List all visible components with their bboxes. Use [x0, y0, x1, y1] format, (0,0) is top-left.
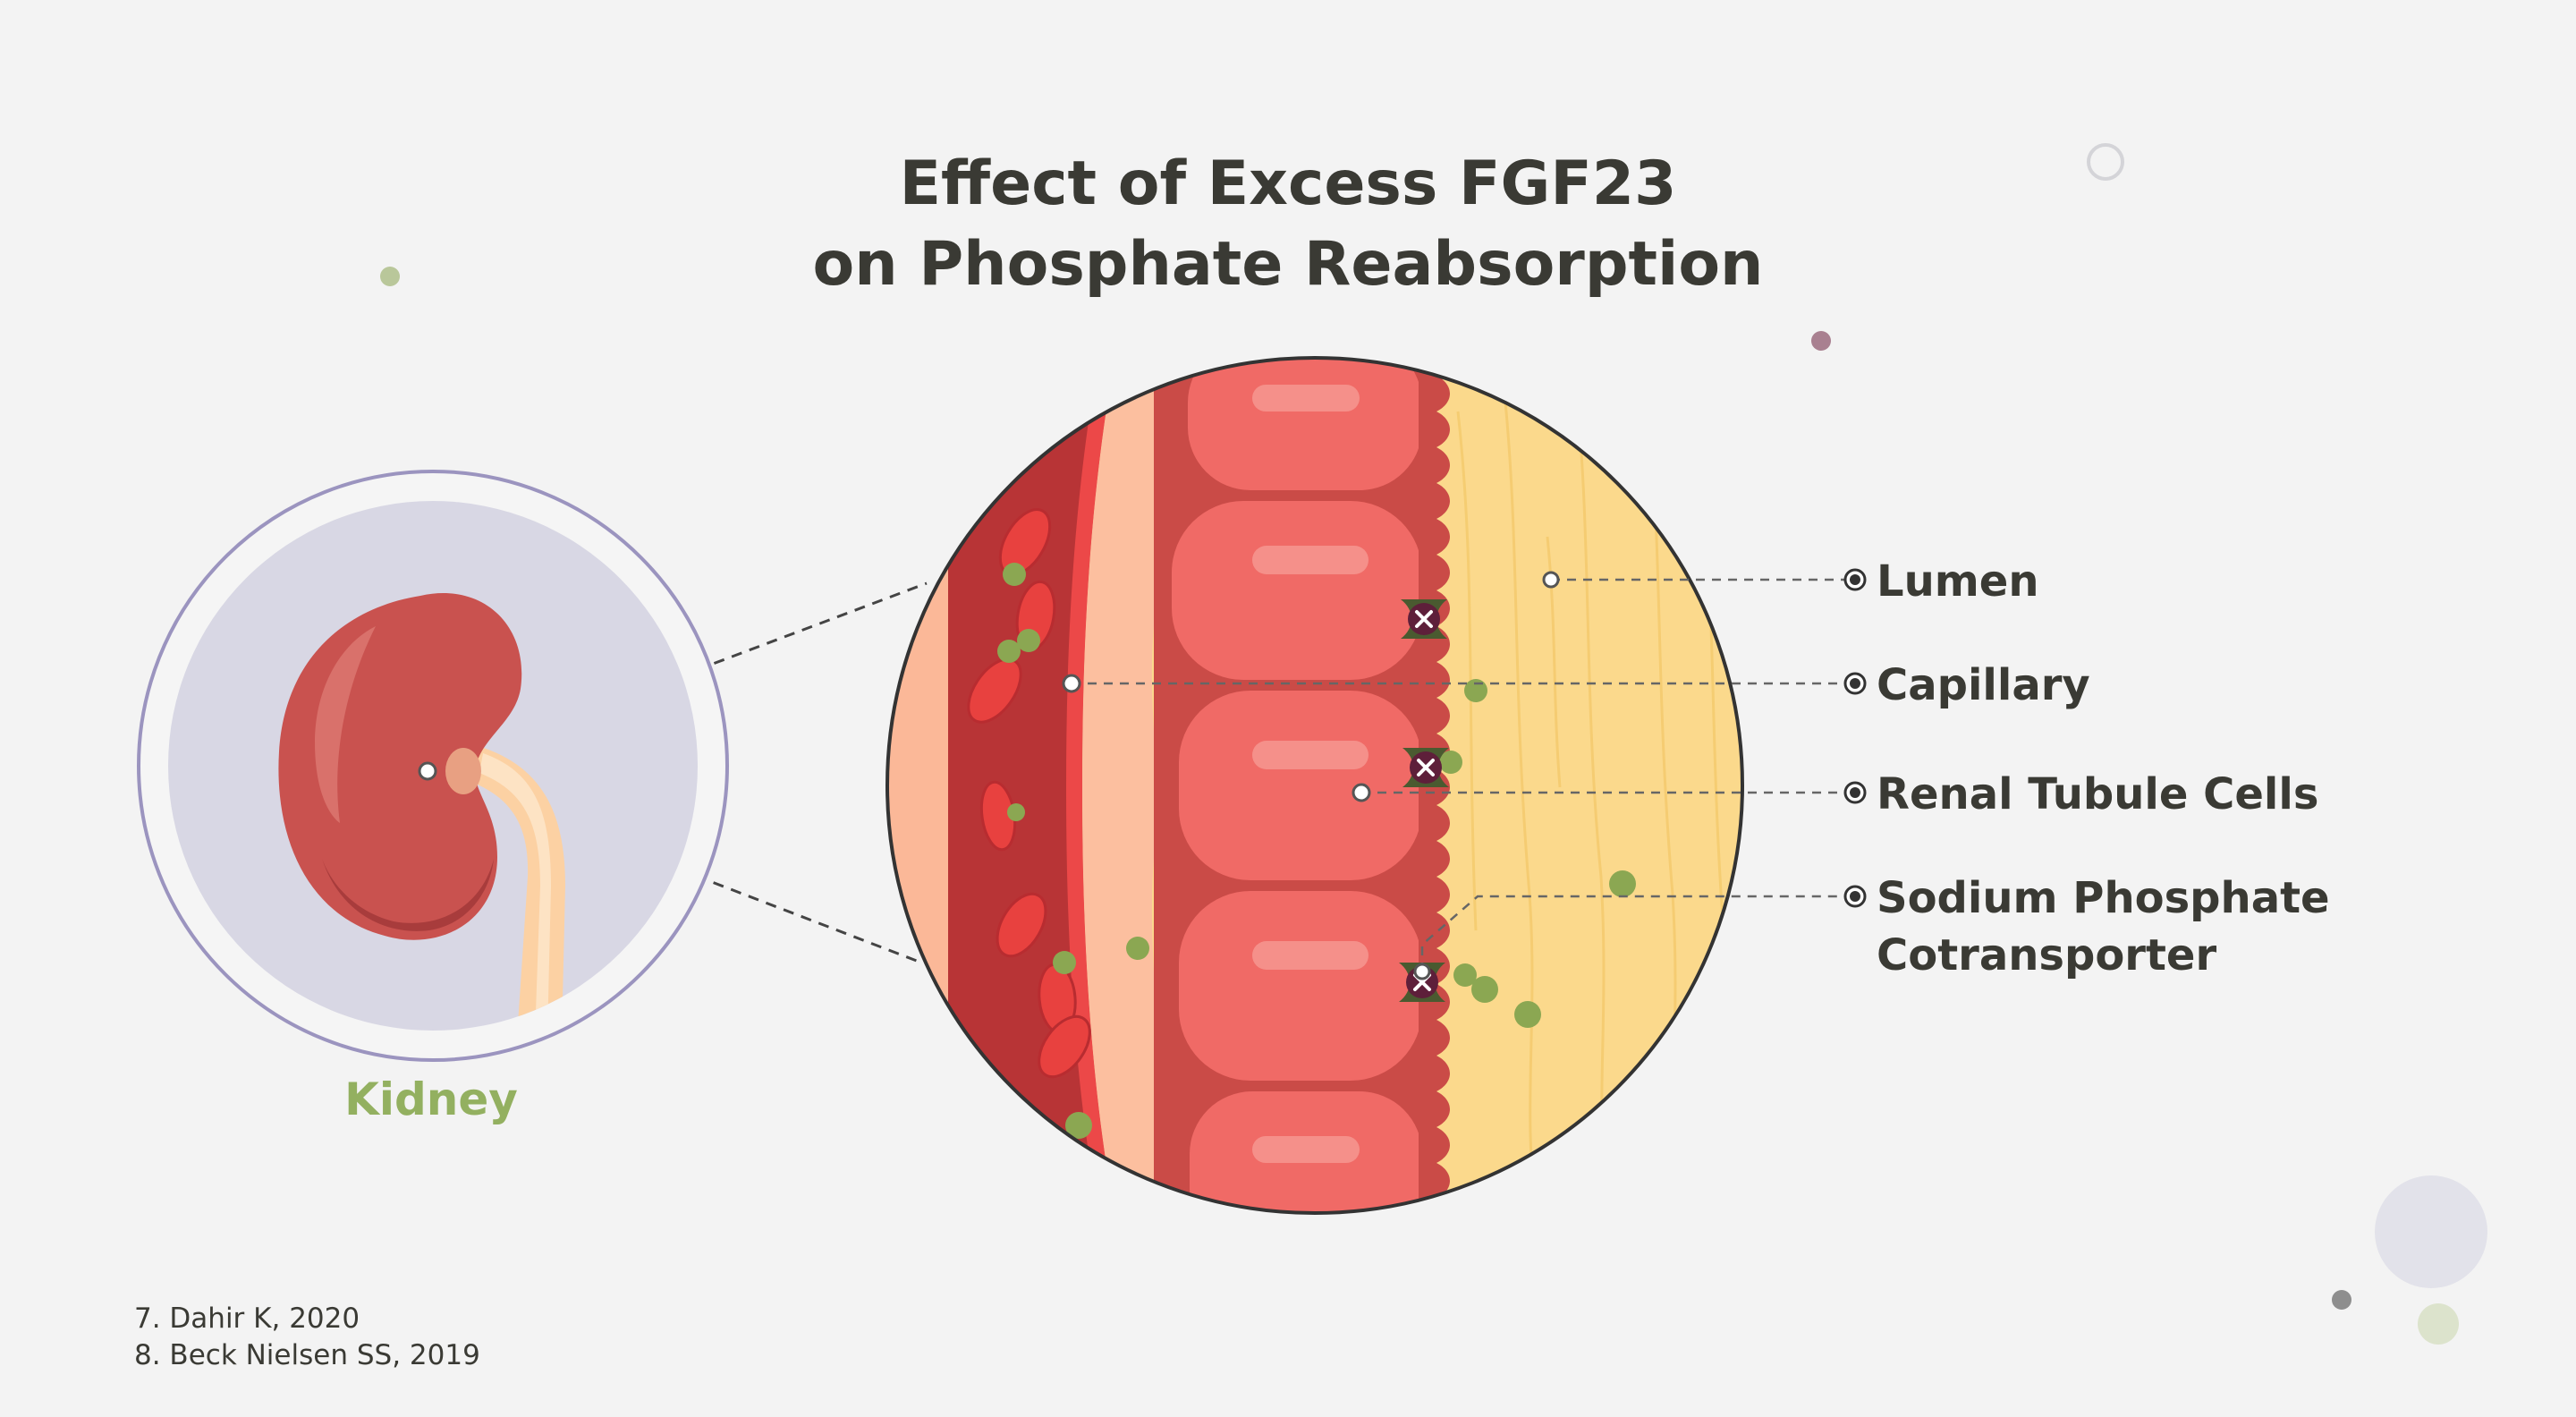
kidney-highlight — [315, 626, 376, 823]
title-line-2: on Phosphate Reabsorption — [813, 229, 1764, 300]
decor-dot — [2332, 1290, 2351, 1310]
x-icon — [1417, 759, 1435, 776]
phosphate-particle — [1065, 1112, 1092, 1139]
phosphate-particle — [997, 640, 1021, 663]
tubule-cell — [1179, 691, 1422, 880]
red-blood-cell — [996, 892, 1047, 958]
decor-dot — [2375, 1175, 2487, 1288]
label-cotransporter-line-1: Sodium Phosphate — [1877, 873, 2330, 923]
kidney-marker-icon — [418, 761, 437, 781]
kidney-lower-lobe — [322, 859, 494, 931]
dot-icon — [1542, 571, 1560, 589]
red-blood-cell — [967, 658, 1022, 724]
kidney-hilum — [445, 748, 481, 794]
decorative-dots — [380, 143, 2487, 1345]
dot-icon — [1843, 672, 1867, 695]
red-blood-cell — [1038, 1014, 1091, 1079]
phosphate-particle — [1007, 803, 1025, 821]
phosphate-particle — [1053, 951, 1076, 974]
cotransporter-blocked — [1402, 748, 1449, 787]
label-cotransporter-line-2: Cotransporter — [1877, 930, 2216, 980]
phosphate-particles — [997, 563, 1636, 1139]
phosphate-particle — [1003, 563, 1026, 586]
tubule-cell — [1188, 358, 1422, 490]
phosphate-particle — [1609, 870, 1636, 897]
decor-dot — [2087, 143, 2124, 181]
kidney-label: Kidney — [344, 1073, 518, 1125]
x-icon — [1415, 610, 1433, 628]
dot-icon — [1352, 783, 1371, 802]
callout-lines — [1072, 578, 1855, 972]
cotransporter-blocked — [1401, 599, 1447, 639]
phosphate-particle — [1464, 679, 1487, 702]
label-renal-tubule-cells: Renal Tubule Cells — [1877, 769, 2318, 819]
ureter-highlight — [479, 753, 551, 1031]
phosphate-particle — [1471, 976, 1498, 1003]
zoom-circle-border — [886, 356, 1744, 1215]
dot-icon — [1413, 963, 1431, 980]
label-capillary: Capillary — [1877, 660, 2090, 710]
zoom-view — [886, 356, 1744, 1215]
phosphate-particle — [1514, 1001, 1541, 1028]
label-lumen: Lumen — [1877, 556, 2039, 607]
phosphate-particle — [1439, 751, 1462, 774]
decor-dot — [380, 267, 400, 286]
phosphate-particle — [1126, 937, 1149, 960]
dot-icon — [1843, 885, 1867, 908]
tubule-cell — [1179, 891, 1422, 1081]
phosphate-particle — [1017, 629, 1040, 652]
dot-icon — [1843, 568, 1867, 591]
kidney-illustration — [137, 470, 729, 1062]
cotransporters — [1399, 599, 1449, 1002]
tubule-cell-highlights — [1252, 385, 1368, 1163]
decor-dot — [2418, 1303, 2459, 1345]
decor-dot — [1811, 331, 1831, 351]
dot-icon — [1062, 674, 1081, 693]
callout-origin-markers — [1062, 571, 1560, 980]
capillary-wall — [1066, 358, 1118, 1213]
reference-1: 7. Dahir K, 2020 — [134, 1302, 360, 1335]
tubule-cell — [1172, 501, 1422, 680]
callout-end-markers — [1843, 568, 1867, 908]
title-line-1: Effect of Excess FGF23 — [900, 148, 1677, 219]
reference-2: 8. Beck Nielsen SS, 2019 — [134, 1339, 480, 1371]
tubule-cell — [1190, 1091, 1422, 1213]
phosphate-particle — [1453, 963, 1477, 987]
dot-icon — [1843, 781, 1867, 804]
